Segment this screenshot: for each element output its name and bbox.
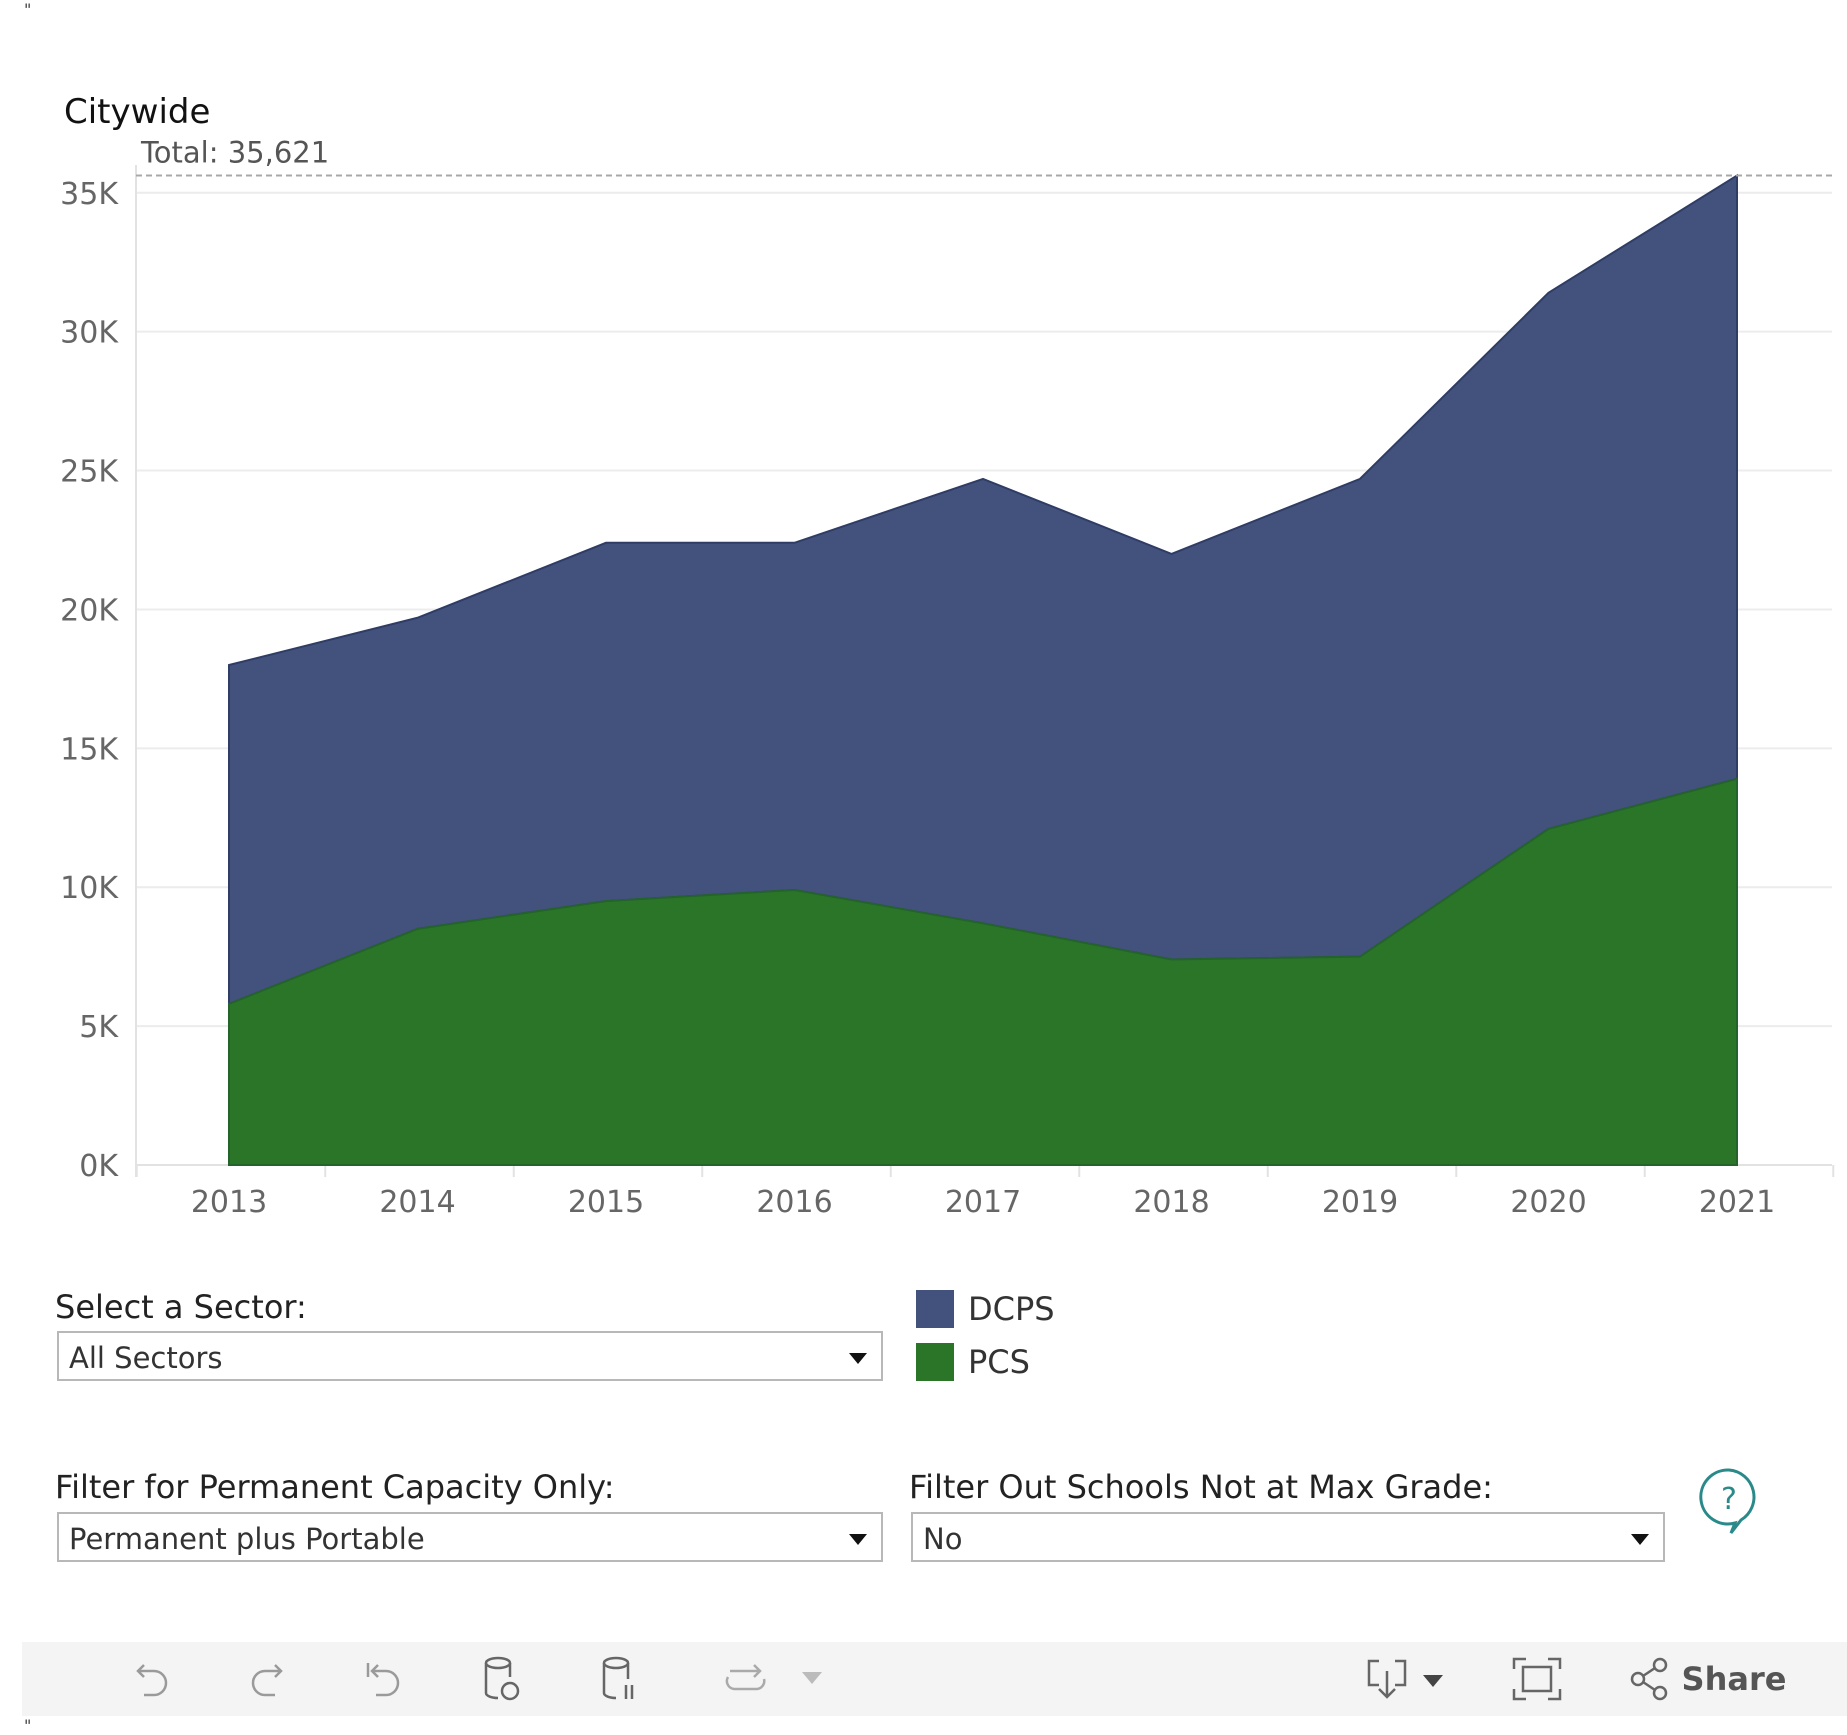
replay-dropdown-icon[interactable] <box>792 1642 832 1716</box>
chevron-down-icon <box>849 1353 867 1364</box>
help-icon[interactable]: ? <box>1698 1466 1760 1540</box>
chevron-down-icon <box>1631 1534 1649 1545</box>
reference-line-label: Total: 35,621 <box>140 136 329 170</box>
x-tick-label: 2018 <box>1133 1185 1209 1220</box>
capacity-select-value: Permanent plus Portable <box>69 1522 425 1556</box>
y-tick-label: 5K <box>79 1010 119 1045</box>
y-tick-label: 25K <box>60 455 119 490</box>
sector-select[interactable]: All Sectors <box>57 1331 883 1381</box>
capacity-filter-label: Filter for Permanent Capacity Only: <box>55 1468 615 1506</box>
y-tick-label: 0K <box>79 1149 119 1184</box>
share-button[interactable]: Share <box>1612 1642 1802 1716</box>
quote-mark-top: " <box>24 0 32 19</box>
legend-swatch-dcps <box>916 1290 954 1328</box>
max-grade-select-value: No <box>923 1522 963 1556</box>
y-tick-label: 10K <box>60 871 119 906</box>
x-tick-label: 2014 <box>379 1185 455 1220</box>
chevron-down-icon <box>849 1534 867 1545</box>
x-tick-label: 2016 <box>756 1185 832 1220</box>
legend-swatch-pcs <box>916 1343 954 1381</box>
sector-filter-label: Select a Sector: <box>55 1288 307 1326</box>
revert-icon[interactable] <box>352 1642 412 1716</box>
y-tick-label: 20K <box>60 593 119 628</box>
undo-icon[interactable] <box>122 1642 182 1716</box>
x-tick-label: 2021 <box>1699 1185 1775 1220</box>
y-tick-label: 15K <box>60 732 119 767</box>
refresh-icon[interactable] <box>472 1642 532 1716</box>
pause-icon[interactable] <box>590 1642 650 1716</box>
quote-mark-bottom: " <box>24 1716 32 1735</box>
download-icon[interactable] <box>1357 1642 1457 1716</box>
svg-text:?: ? <box>1721 1482 1737 1517</box>
y-tick-label: 35K <box>60 177 119 212</box>
share-label: Share <box>1681 1660 1787 1698</box>
x-tick-label: 2015 <box>568 1185 644 1220</box>
y-tick-label: 30K <box>60 316 119 351</box>
max-grade-filter-label: Filter Out Schools Not at Max Grade: <box>909 1468 1493 1506</box>
area-pcs <box>228 777 1738 1166</box>
share-icon <box>1630 1657 1667 1701</box>
sector-select-value: All Sectors <box>69 1341 223 1375</box>
chart-title: Citywide <box>64 92 211 132</box>
x-tick-label: 2013 <box>191 1185 267 1220</box>
area-chart: Total: 35,621 0K 5K 10K 15K 20K 25K 30K 35K 2013 2… <box>60 136 1835 1220</box>
x-tick-label: 2019 <box>1322 1185 1398 1220</box>
fullscreen-icon[interactable] <box>1502 1642 1572 1716</box>
replay-icon[interactable] <box>712 1642 782 1716</box>
capacity-select[interactable]: Permanent plus Portable <box>57 1512 883 1562</box>
max-grade-select[interactable]: No <box>911 1512 1665 1562</box>
toolbar: Share <box>22 1642 1847 1716</box>
x-tick-label: 2017 <box>945 1185 1021 1220</box>
legend-label-dcps: DCPS <box>968 1290 1055 1328</box>
x-tick-label: 2020 <box>1510 1185 1586 1220</box>
legend-label-pcs: PCS <box>968 1343 1030 1381</box>
redo-icon[interactable] <box>237 1642 297 1716</box>
